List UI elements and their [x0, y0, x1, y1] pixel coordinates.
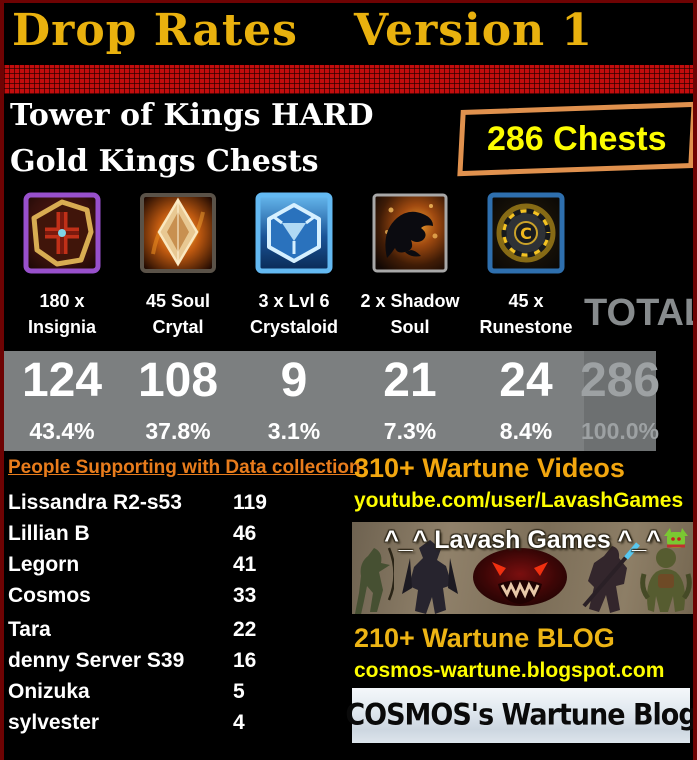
supporter-row: denny Server S39 16 [4, 647, 350, 678]
page-title: Drop Rates [12, 5, 298, 56]
stat-cell: 124 43.4% [4, 351, 120, 451]
supporters-section: People Supporting with Data collection L… [4, 451, 361, 760]
blog-link[interactable]: cosmos-wartune.blogspot.com [354, 659, 665, 682]
knight-silhouette [402, 540, 458, 614]
youtube-link[interactable]: youtube.com/user/LavashGames [354, 489, 684, 512]
supporter-name: Legorn [8, 553, 80, 576]
stat-cell: 24 8.4% [468, 351, 584, 451]
supporter-row: Legorn 41 [4, 551, 350, 582]
drop-count: 108 [137, 354, 219, 407]
item-label: 2 x Shadow Soul [360, 290, 460, 337]
chest-count-badge: 286 Chests [457, 101, 693, 177]
item-labels-row: 180 x Insignia 45 Soul Crytal 3 x Lvl 6 … [4, 278, 693, 350]
drop-percent: 8.4% [499, 418, 553, 444]
orc-silhouette [640, 548, 692, 612]
insignia-icon [4, 188, 120, 278]
cosmos-banner-text: COSMOS's Wartune Blog [345, 698, 697, 733]
item-label: 45 Soul Crytal [145, 290, 211, 337]
videos-heading: 310+ Wartune Videos [354, 453, 625, 483]
demon-face [473, 548, 567, 606]
drop-count: 124 [21, 354, 103, 407]
subtitle-tower: Tower of Kings HARD [10, 98, 374, 133]
stat-cell: 108 37.8% [120, 351, 236, 451]
stat-cell: 9 3.1% [236, 351, 352, 451]
subtitle-chests: Gold Kings Chests [10, 144, 319, 179]
header: Drop Rates Version 1 [4, 3, 693, 65]
drop-percent: 3.1% [267, 418, 321, 444]
supporters-table: Lissandra R2-s53 119 Lillian B 46 Legorn… [4, 489, 350, 740]
total-label: TOTAL [584, 292, 697, 335]
supporter-count: 33 [233, 584, 257, 607]
supporter-name: Onizuka [8, 680, 90, 703]
supporter-row: Lillian B 46 [4, 520, 350, 551]
drop-count: 24 [499, 354, 553, 407]
crystaloid-icon [236, 188, 352, 278]
svg-text:C: C [520, 224, 532, 243]
drop-percent: 37.8% [145, 418, 211, 444]
cosmos-blog-banner[interactable]: COSMOS's Wartune Blog [345, 688, 693, 743]
supporter-name: sylvester [8, 711, 100, 734]
drop-count: 9 [280, 354, 308, 407]
supporter-row: Tara 22 [4, 616, 350, 647]
item-label: 180 x Insignia [27, 290, 96, 337]
item-label: 45 x Runestone [479, 290, 573, 337]
supporter-name: denny Server S39 [8, 649, 185, 672]
drop-count: 21 [383, 354, 437, 407]
supporter-count: 16 [233, 649, 257, 672]
lavash-games-banner[interactable]: ^_^ Lavash Games ^_^ [352, 522, 693, 614]
total-count: 286 [579, 354, 661, 407]
total-icon-placeholder [584, 188, 693, 278]
item-label: 3 x Lvl 6 Crystaloid [249, 290, 339, 337]
promo-section: 310+ Wartune Videos youtube.com/user/Lav… [345, 451, 693, 760]
assassin-silhouette [582, 542, 640, 613]
supporter-count: 4 [233, 711, 245, 734]
lavash-banner-text: ^_^ Lavash Games ^_^ [384, 526, 661, 554]
archer-silhouette [354, 547, 394, 614]
version-label: Version 1 [354, 5, 594, 56]
supporter-count: 119 [233, 491, 267, 514]
supporter-row: Cosmos 33 [4, 582, 350, 613]
drop-percent: 7.3% [383, 418, 437, 444]
supporter-count: 46 [233, 522, 257, 545]
supporter-count: 41 [233, 553, 257, 576]
total-stat-cell: 286 100.0% [580, 351, 660, 451]
supporters-heading: People Supporting with Data collection [8, 457, 361, 478]
runestone-icon: C [468, 188, 584, 278]
shadow-soul-icon [352, 188, 468, 278]
stats-bar: 124 43.4% 108 37.8% 9 3.1% 21 7.3% 24 8.… [4, 351, 660, 451]
total-percent: 100.0% [581, 418, 660, 444]
title-section: Tower of Kings HARD Gold Kings Chests 28… [4, 94, 693, 188]
soul-crystal-icon [120, 188, 236, 278]
supporter-name: Lillian B [8, 522, 90, 545]
supporter-name: Lissandra R2-s53 [8, 491, 182, 514]
red-texture-divider [4, 65, 693, 94]
supporter-name: Tara [8, 618, 51, 641]
stat-cell: 21 7.3% [352, 351, 468, 451]
supporter-count: 5 [233, 680, 245, 703]
goblin-icon [664, 528, 688, 548]
chest-count-text: 286 Chests [487, 119, 667, 158]
drop-percent: 43.4% [29, 418, 95, 444]
supporter-row: Lissandra R2-s53 119 [4, 489, 350, 520]
supporter-name: Cosmos [8, 584, 91, 607]
supporter-count: 22 [233, 618, 257, 641]
item-icons-row: C [4, 188, 693, 278]
blog-heading: 210+ Wartune BLOG [354, 623, 615, 653]
supporter-row: Onizuka 5 [4, 678, 350, 709]
supporter-row: sylvester 4 [4, 709, 350, 740]
